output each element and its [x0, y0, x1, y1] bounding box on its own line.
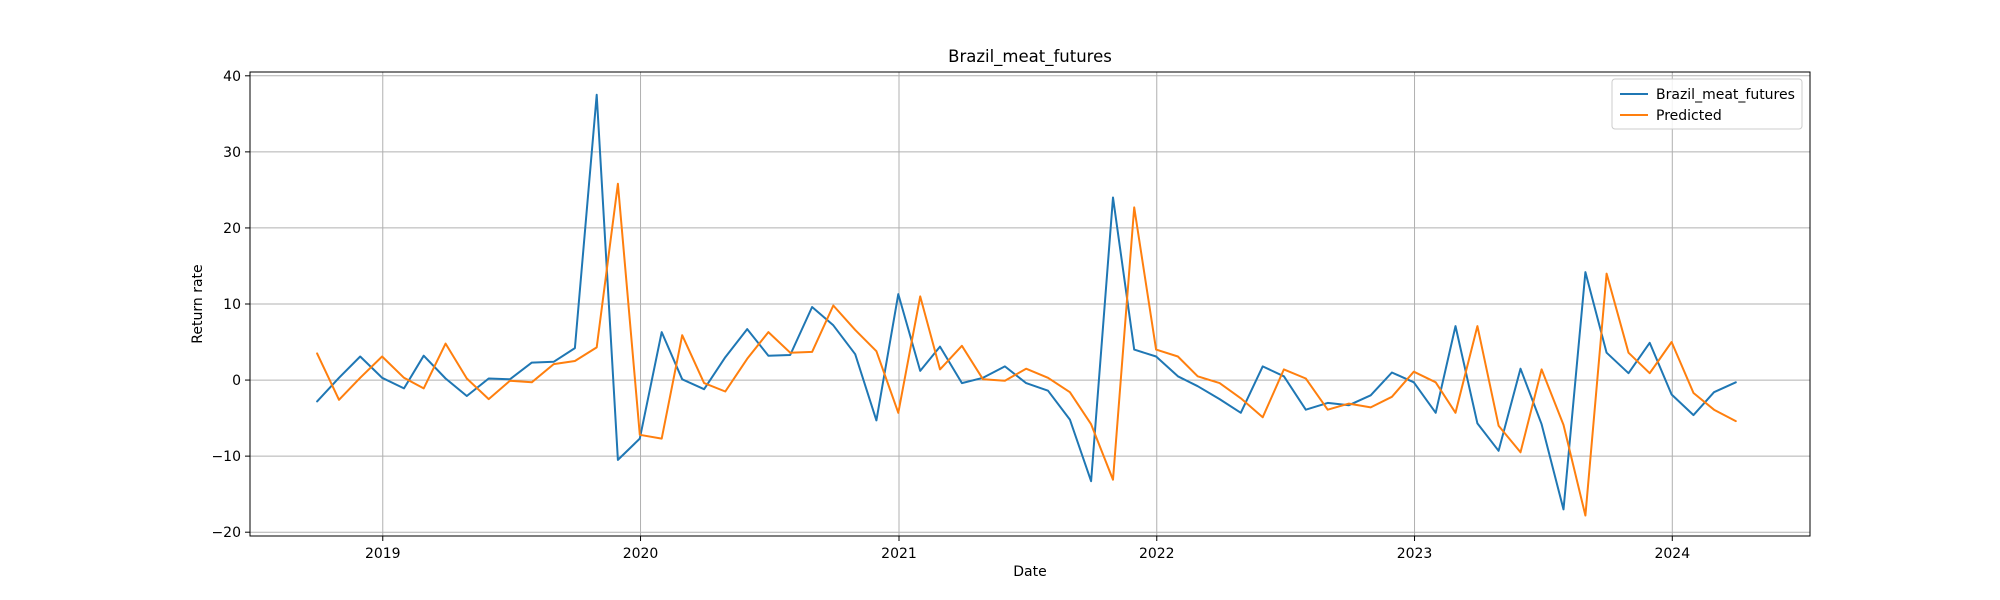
y-tick-label: −20: [211, 525, 241, 541]
x-tick-label: 2024: [1654, 546, 1690, 562]
x-tick-label: 2021: [881, 546, 917, 562]
legend-label-actual: Brazil_meat_futures: [1656, 87, 1795, 103]
x-tick-label: 2019: [365, 546, 401, 562]
chart-title: Brazil_meat_futures: [948, 47, 1112, 67]
x-tick-label: 2023: [1397, 546, 1433, 562]
y-tick-label: 30: [223, 145, 241, 161]
series-lines: [316, 93, 1737, 517]
y-tick-label: 40: [223, 69, 241, 85]
series-line-predicted: [316, 182, 1737, 517]
y-tick-label: 10: [223, 297, 241, 313]
x-tick-label: 2020: [623, 546, 659, 562]
y-axis-title: Return rate: [190, 264, 206, 343]
y-tick-label: −10: [211, 449, 241, 465]
legend: Brazil_meat_futures Predicted: [1611, 78, 1803, 130]
y-tick-label: 0: [232, 373, 241, 389]
x-axis-title: Date: [1013, 564, 1046, 580]
x-tick-label: 2022: [1139, 546, 1175, 562]
axis-ticks: 2019 2020 2021 2022 2023 2024 −20 −10 0 10 20 30 40: [211, 69, 1690, 562]
grid-lines: [250, 72, 1810, 536]
legend-label-predicted: Predicted: [1656, 108, 1722, 124]
legend-box: [1611, 78, 1803, 130]
y-tick-label: 20: [223, 221, 241, 237]
series-line-actual: [316, 93, 1737, 511]
